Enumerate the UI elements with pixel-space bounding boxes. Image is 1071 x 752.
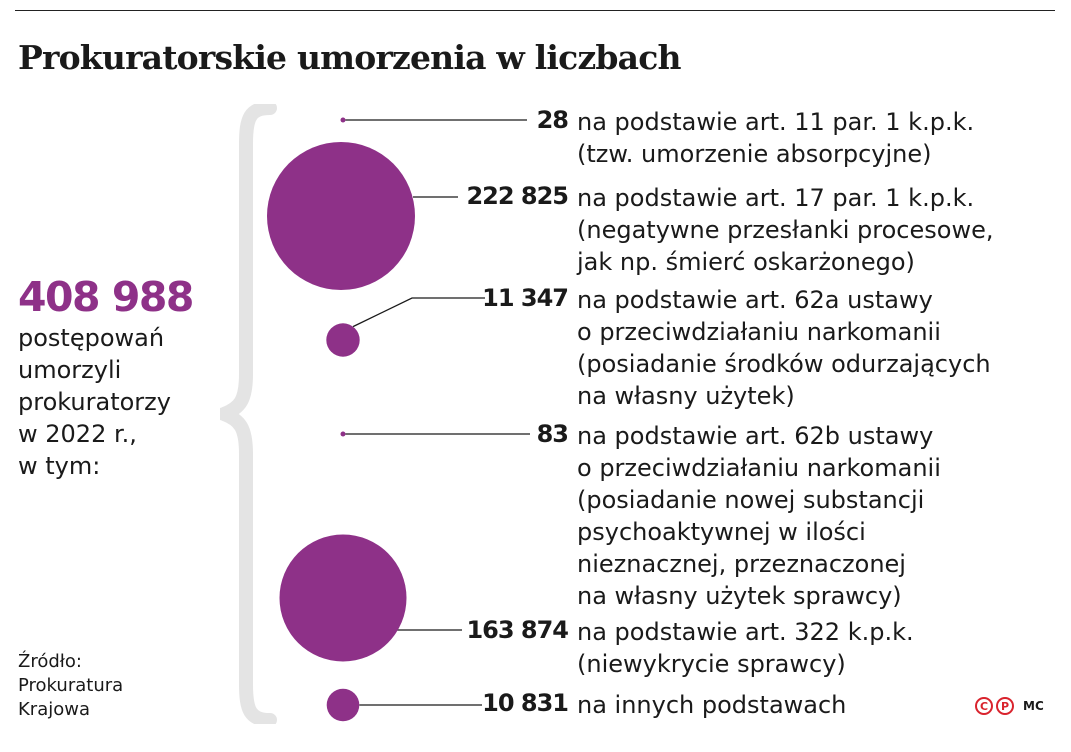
value-label: 10 831 <box>482 689 569 717</box>
bubble <box>326 323 360 357</box>
value-label: 28 <box>536 106 569 134</box>
chart-title: Prokuratorskie umorzenia w liczbach <box>18 38 682 77</box>
value-label: 163 874 <box>466 616 569 644</box>
copyright-icon: C <box>975 697 993 715</box>
total-value: 408 988 <box>18 273 194 321</box>
value-label: 222 825 <box>466 182 569 210</box>
category-label: na podstawie art. 62a ustawy o przeciwdz… <box>577 286 991 410</box>
value-label: 11 347 <box>482 284 569 312</box>
category-label: na podstawie art. 62b ustawy o przeciwdz… <box>577 422 941 610</box>
leader-line <box>352 297 485 328</box>
value-label: 83 <box>536 420 569 448</box>
category-label: na podstawie art. 322 k.p.k. (niewykryci… <box>577 618 914 678</box>
copyright-logo: C P MC <box>975 697 1044 715</box>
source-note: Źródło: Prokuratura Krajowa <box>18 651 124 720</box>
bubble <box>326 688 360 722</box>
curly-brace <box>220 104 277 724</box>
bubble <box>340 117 346 123</box>
bubble <box>279 534 407 662</box>
bubble <box>340 431 346 437</box>
category-label: na innych podstawach <box>577 691 847 719</box>
total-description: postępowań umorzyli prokuratorzy w 2022 … <box>18 324 171 480</box>
top-rule <box>15 10 1055 11</box>
p-icon: P <box>996 697 1014 715</box>
category-label: na podstawie art. 17 par. 1 k.p.k. (nega… <box>577 184 994 276</box>
author-initials: MC <box>1023 699 1044 713</box>
bubble <box>267 142 415 290</box>
category-label: na podstawie art. 11 par. 1 k.p.k. (tzw.… <box>577 108 975 168</box>
